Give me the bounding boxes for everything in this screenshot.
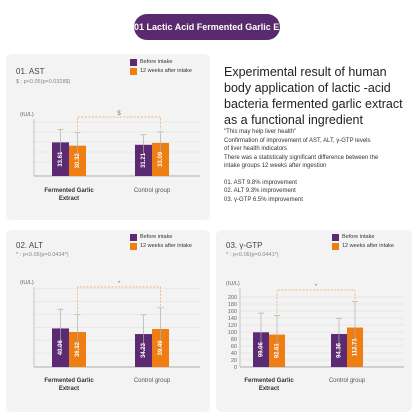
- data-label: 33.09: [158, 151, 164, 167]
- category-label: Extract: [259, 386, 279, 392]
- legend-swatch-after: [332, 243, 339, 250]
- data-label: 30.32: [75, 153, 81, 169]
- category-label: Fermented Garlic: [44, 378, 94, 384]
- description-line: Confirmation of improvement of AST, ALT,…: [224, 137, 371, 144]
- y-tick-label: 180: [228, 302, 237, 308]
- category-label: Fermented Garlic: [244, 378, 294, 384]
- alt-chart: (IU/L) 40.06 36.32 Fermented Garlic Extract 3…: [20, 280, 200, 392]
- category-label: Extract: [59, 196, 79, 202]
- y-axis-unit: (IU/L): [20, 280, 34, 286]
- chart-panel-ast: 01. AST $ : p<0.05(p=0.0328$) Before int…: [6, 54, 210, 220]
- data-label: 112.71: [353, 338, 359, 357]
- chart-subtitle: * : p<0.05(p=0.0434*): [16, 252, 69, 258]
- y-tick-label: 40: [231, 351, 237, 357]
- significance-marker: *: [315, 284, 318, 290]
- category-label: Extract: [59, 386, 79, 392]
- y-tick-label: 60: [231, 344, 237, 350]
- data-label: 39.49: [158, 340, 164, 356]
- y-tick-label: 20: [231, 358, 237, 364]
- data-label: 31.21: [141, 152, 147, 168]
- legend-swatch-before: [332, 234, 339, 241]
- significance-marker: *: [118, 281, 121, 287]
- chart-legend: Before intake 12 weeks after intake: [130, 233, 192, 251]
- bar: [135, 144, 152, 176]
- chart-legend: Before intake 12 weeks after intake: [130, 58, 192, 76]
- result-alt: 02. ALT 9.3% improvement: [224, 188, 296, 194]
- description-line: of liver health indicators: [224, 146, 288, 152]
- significance-marker: $: [117, 111, 121, 117]
- bar: [52, 328, 69, 367]
- y-tick-label: 80: [231, 337, 237, 343]
- headline: Experimental result of human body applic…: [224, 65, 403, 127]
- data-label: 36.32: [75, 341, 81, 357]
- chart-panel-alt: 02. ALT * : p<0.05(p=0.0434*) Before int…: [6, 230, 210, 412]
- bar: [69, 332, 86, 367]
- chart-title: 02. ALT: [16, 241, 43, 250]
- chart-legend: Before intake 12 weeks after intake: [332, 233, 394, 251]
- data-label: 33.61: [58, 151, 64, 167]
- significance-bracket: [77, 286, 161, 313]
- y-tick-label: 140: [228, 316, 237, 322]
- legend-label-after: 12 weeks after intake: [342, 243, 394, 249]
- y-tick-label: 0: [234, 365, 237, 371]
- legend-swatch-after: [130, 243, 137, 250]
- chart-subtitle: * : p<0.05(p=0.0441*): [226, 252, 279, 258]
- data-label: 94.36: [337, 342, 343, 358]
- legend-label-after: 12 weeks after intake: [140, 243, 192, 249]
- bar: [152, 142, 169, 176]
- data-label: 34.23: [141, 342, 147, 358]
- data-label: 40.06: [58, 340, 64, 356]
- description-line: There was a statistically significant di…: [224, 154, 379, 161]
- category-label: Fermented Garlic: [44, 188, 94, 194]
- ast-chart: (IU/L) 33.61 30.32 Fermented Garlic Extract 3…: [20, 111, 200, 202]
- chart-title: 03. γ-GTP: [226, 241, 263, 250]
- category-label: Control group: [134, 188, 171, 194]
- legend-swatch-before: [130, 59, 137, 66]
- chart-title: 01. AST: [16, 67, 45, 76]
- chart-panel-ggtp: 03. γ-GTP * : p<0.05(p=0.0441*) Before i…: [216, 230, 412, 412]
- data-label: 92.61: [275, 343, 281, 359]
- bar: [331, 333, 347, 367]
- legend-label-before: Before intake: [140, 59, 173, 65]
- chart-subtitle: $ : p<0.05(p=0.0328$): [16, 79, 71, 85]
- data-label: 99.06: [259, 341, 265, 357]
- section-badge: 01 Lactic Acid Fermented Garlic Extract: [134, 14, 304, 40]
- y-axis-unit: (IU/L): [20, 112, 34, 118]
- bar: [52, 142, 69, 176]
- result-ast: 01. AST 9.8% improvement: [224, 179, 297, 186]
- legend-swatch-after: [130, 68, 137, 75]
- y-tick-label: 160: [228, 309, 237, 315]
- y-tick-label: 100: [228, 330, 237, 336]
- legend-label-after: 12 weeks after intake: [140, 68, 192, 74]
- bar: [69, 145, 86, 176]
- y-tick-label: 200: [228, 295, 237, 301]
- legend-label-before: Before intake: [342, 234, 375, 240]
- y-tick-label: 120: [228, 323, 237, 329]
- description: "This may help liver health" Confirmatio…: [224, 128, 414, 204]
- significance-bracket: [276, 289, 356, 314]
- description-quote: "This may help liver health": [224, 129, 297, 135]
- legend-swatch-before: [130, 234, 137, 241]
- legend-label-before: Before intake: [140, 234, 173, 240]
- description-line: intake groups 12 weeks after ingestion: [224, 163, 327, 169]
- y-axis-unit: (IU/L): [226, 281, 240, 287]
- significance-bracket: [77, 116, 161, 131]
- category-label: Control group: [134, 378, 171, 384]
- category-label: Control group: [329, 378, 366, 384]
- result-ggtp: 03. γ-GTP 6.5% improvement: [224, 196, 303, 203]
